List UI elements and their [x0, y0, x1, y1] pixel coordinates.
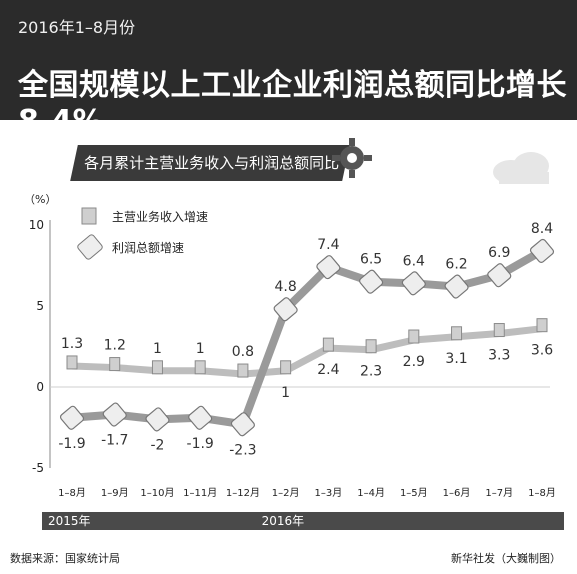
- profit-value-label: 6.2: [445, 257, 467, 273]
- y-axis-unit: （%）: [24, 193, 56, 206]
- subtitle: 2016年1–8月份: [18, 18, 136, 37]
- year-label: 2015年: [48, 514, 91, 528]
- x-tick-label: 1–8月: [528, 487, 556, 499]
- profit-value-label: 6.5: [360, 252, 382, 268]
- revenue-point: [322, 337, 334, 352]
- x-tick-label: 1–7月: [485, 487, 513, 499]
- y-tick-label: -5: [32, 461, 44, 475]
- x-tick-label: 1–8月: [58, 487, 86, 499]
- profit-value-label: 6.4: [403, 253, 425, 269]
- profit-value-label: 7.4: [317, 237, 339, 253]
- profit-point: [529, 238, 555, 263]
- revenue-point: [493, 323, 505, 338]
- y-tick-label: 5: [36, 299, 44, 313]
- x-tick-label: 1–12月: [226, 487, 260, 499]
- revenue-point: [109, 357, 121, 372]
- profit-point: [145, 407, 170, 432]
- profit-point: [316, 255, 341, 280]
- cloud-icon: [493, 152, 549, 184]
- profit-point: [273, 297, 298, 322]
- year-bar: [42, 512, 265, 530]
- main-title: 全国规模以上工业企业利润总额同比增长8.4%: [18, 68, 567, 139]
- legend-swatch-revenue: [81, 207, 97, 225]
- series-line: [71, 325, 543, 378]
- revenue-value-label: 1.3: [61, 336, 83, 352]
- legend-label-revenue: 主营业务收入增速: [112, 209, 208, 224]
- y-tick-label: 10: [29, 218, 44, 232]
- credit-note: 新华社发（大巍制图）: [451, 552, 561, 565]
- profit-point: [444, 274, 469, 299]
- legend-label-profit: 利润总额增速: [112, 241, 184, 255]
- x-tick-label: 1–11月: [183, 487, 217, 499]
- profit-value-label: -1.9: [58, 436, 85, 452]
- x-tick-label: 1–4月: [357, 487, 385, 499]
- gear-icon: [332, 138, 372, 178]
- revenue-value-label: 2.9: [403, 354, 425, 370]
- revenue-point: [151, 360, 163, 375]
- revenue-value-label: 3.1: [445, 351, 467, 367]
- revenue-value-label: 1.2: [104, 338, 126, 354]
- revenue-point: [237, 363, 249, 378]
- revenue-point: [536, 318, 548, 333]
- revenue-value-label: 3.3: [488, 348, 510, 364]
- revenue-point: [451, 326, 463, 341]
- revenue-point: [365, 339, 377, 354]
- profit-value-label: 8.4: [531, 221, 553, 237]
- revenue-point: [408, 329, 420, 344]
- revenue-value-label: 2.3: [360, 364, 382, 380]
- revenue-value-label: 1: [196, 341, 205, 357]
- x-tick-label: 1–3月: [314, 487, 342, 499]
- year-label: 2016年: [262, 514, 305, 528]
- revenue-point: [280, 360, 292, 375]
- revenue-value-label: 3.6: [531, 343, 553, 359]
- profit-value-label: -2.3: [229, 442, 256, 458]
- profit-value-label: -1.9: [187, 436, 214, 452]
- source-note: 数据来源：国家统计局: [10, 552, 120, 565]
- x-tick-label: 1–2月: [272, 487, 300, 499]
- revenue-point: [66, 355, 78, 370]
- profit-point: [102, 402, 127, 427]
- profit-point: [188, 405, 213, 430]
- revenue-value-label: 0.8: [232, 344, 254, 360]
- profit-point: [359, 269, 384, 294]
- revenue-value-label: 2.4: [317, 362, 339, 378]
- x-tick-label: 1–5月: [400, 487, 428, 499]
- profit-point: [230, 412, 255, 437]
- revenue-point: [194, 360, 206, 375]
- y-tick-label: 0: [36, 380, 44, 394]
- header: 2016年1–8月份 全国规模以上工业企业利润总额同比增长8.4%: [0, 0, 577, 139]
- legend-swatch-profit: [77, 234, 103, 260]
- profit-value-label: 6.9: [488, 245, 510, 261]
- revenue-value-label: 1: [153, 341, 162, 357]
- x-tick-label: 1–6月: [443, 487, 471, 499]
- revenue-value-label: 1: [281, 385, 290, 401]
- profit-value-label: -1.7: [101, 433, 128, 449]
- profit-point: [487, 263, 512, 288]
- profit-point: [401, 271, 426, 296]
- year-bar: [255, 512, 565, 530]
- x-tick-label: 1–9月: [101, 487, 129, 499]
- profit-value-label: 4.8: [275, 279, 297, 295]
- profit-point: [59, 405, 85, 430]
- profit-value-label: -2: [150, 437, 164, 453]
- x-tick-label: 1–10月: [140, 487, 174, 499]
